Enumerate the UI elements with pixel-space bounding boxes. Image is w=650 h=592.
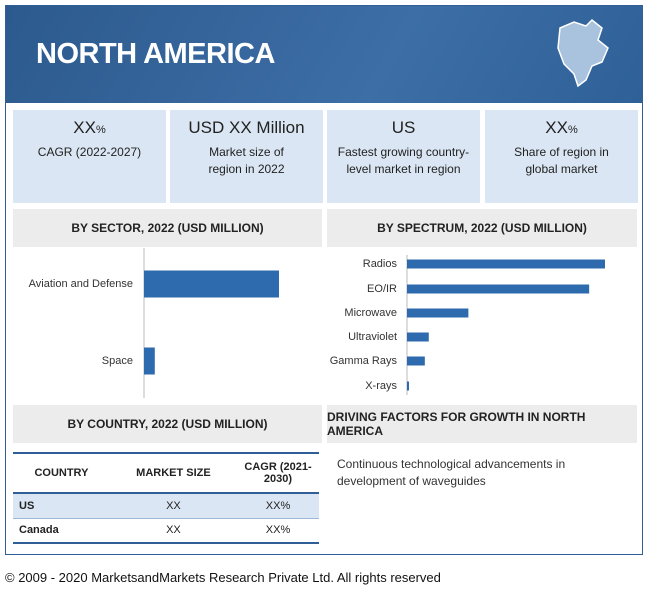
bar bbox=[407, 356, 425, 366]
banner bbox=[6, 6, 642, 103]
bar bbox=[407, 332, 429, 342]
category-label: Radios bbox=[363, 258, 398, 270]
charts: Aviation and Defense Space Radios EO/IR Micr… bbox=[29, 248, 605, 398]
bar bbox=[407, 284, 590, 294]
stat-label: Market size of region in 2022 bbox=[208, 145, 285, 176]
section-header: BY SECTOR, 2022 (USD MILLION) bbox=[13, 209, 322, 247]
section-header: DRIVING FACTORS FOR GROWTH IN NORTH AMER… bbox=[327, 405, 637, 443]
section-header: BY SPECTRUM, 2022 (USD MILLION) bbox=[327, 209, 637, 247]
stat-unit: % bbox=[567, 124, 578, 136]
category-label: X-rays bbox=[365, 380, 397, 392]
stat-value: XX bbox=[73, 118, 96, 137]
driver-item: Continuous technological advancements in… bbox=[337, 457, 566, 488]
category-label: Aviation and Defense bbox=[29, 278, 133, 290]
cell: US bbox=[19, 499, 35, 512]
column-header: MARKET SIZE bbox=[136, 467, 211, 479]
section-header: BY COUNTRY, 2022 (USD MILLION) bbox=[13, 405, 322, 443]
column-header: COUNTRY bbox=[34, 467, 89, 479]
cell: XX% bbox=[265, 524, 291, 537]
column-header: CAGR (2021-2030) bbox=[244, 461, 312, 485]
cell: Canada bbox=[19, 524, 59, 537]
stat-box: XX% Share of region in global market bbox=[485, 110, 638, 203]
cell: XX% bbox=[265, 499, 291, 512]
category-label: Space bbox=[102, 355, 133, 367]
stat-label: CAGR (2022-2027) bbox=[37, 145, 142, 159]
frame bbox=[5, 5, 643, 555]
bar bbox=[407, 259, 605, 269]
cell: XX bbox=[166, 524, 181, 537]
stat-label: Fastest growing country-level market in … bbox=[337, 145, 470, 176]
category-label: Ultraviolet bbox=[348, 331, 397, 343]
category-label: Microwave bbox=[344, 307, 397, 319]
country-table: COUNTRY MARKET SIZE CAGR (2021-2030) US … bbox=[13, 452, 319, 544]
bar bbox=[144, 270, 279, 298]
bar bbox=[407, 308, 469, 318]
stat-value: USD XX Million bbox=[188, 118, 305, 137]
cell: XX bbox=[166, 499, 181, 512]
stat-unit: % bbox=[95, 124, 106, 136]
map-icon bbox=[557, 18, 609, 88]
bar bbox=[407, 381, 409, 391]
copyright: © 2009 - 2020 MarketsandMarkets Research… bbox=[5, 570, 441, 585]
category-label: EO/IR bbox=[367, 283, 397, 295]
stat-box: XX% CAGR (2022-2027) bbox=[13, 110, 166, 203]
stat-label: Share of region in global market bbox=[514, 145, 609, 176]
stat-value: XX bbox=[545, 118, 568, 137]
category-label: Gamma Rays bbox=[330, 355, 398, 367]
stat-box: US Fastest growing country-level market i… bbox=[327, 110, 480, 203]
bar bbox=[144, 347, 155, 375]
stat-value: US bbox=[391, 118, 416, 137]
region-title: NORTH AMERICA bbox=[36, 38, 275, 70]
stat-box: USD XX Million Market size of region in 2… bbox=[170, 110, 323, 203]
